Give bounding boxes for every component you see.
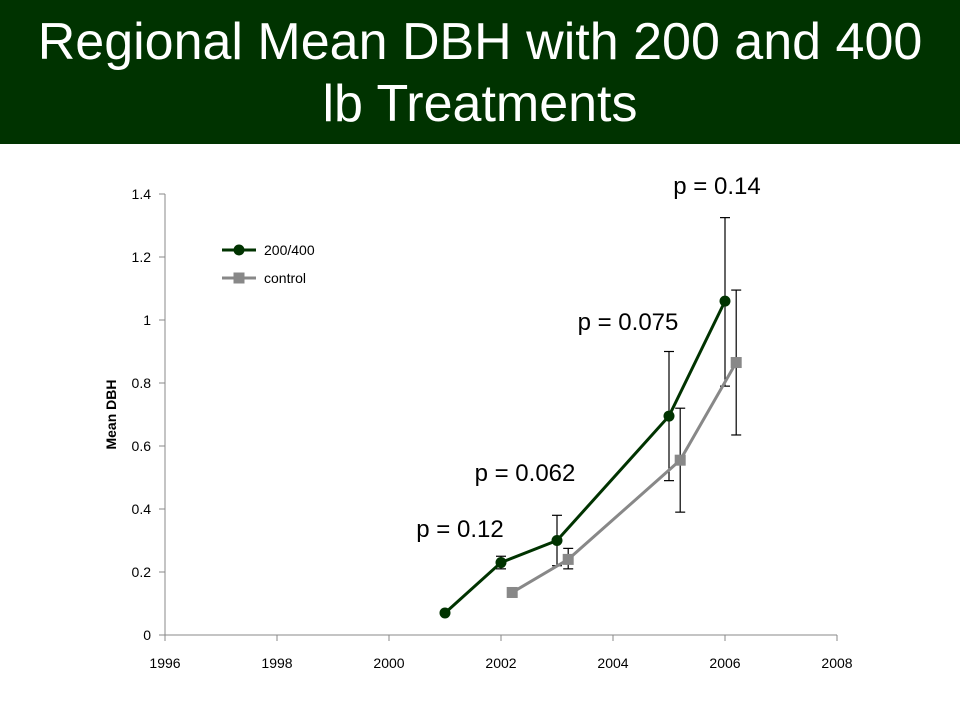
data-point-200-400 xyxy=(551,535,563,546)
x-tick-label: 2002 xyxy=(485,655,516,671)
p-value-annotation: p = 0.062 xyxy=(475,460,576,487)
y-axis-label: Mean DBH xyxy=(103,379,119,449)
chart-annotations: p = 0.12 p = 0.062 p = 0.075 p = 0.14 xyxy=(416,173,760,543)
chart-series xyxy=(439,295,742,619)
data-point-200-400 xyxy=(719,295,731,307)
y-tick-label: 0.4 xyxy=(132,501,152,517)
data-point-control xyxy=(562,553,574,565)
y-tick-label: 0 xyxy=(143,627,151,643)
legend-marker-200-400 xyxy=(233,244,245,256)
data-point-control xyxy=(674,454,686,466)
y-tick-label: 0.6 xyxy=(132,438,152,454)
data-point-control xyxy=(730,357,742,369)
legend-label-control: control xyxy=(264,270,306,286)
x-tick-label: 2004 xyxy=(597,655,628,671)
legend-label-200-400: 200/400 xyxy=(264,242,315,258)
slide-title: Regional Mean DBH with 200 and 400 lb Tr… xyxy=(37,13,923,133)
p-value-annotation: p = 0.075 xyxy=(578,309,679,336)
y-tick-label: 1 xyxy=(143,312,151,328)
x-tick-label: 2006 xyxy=(709,655,740,671)
x-tick-label: 2000 xyxy=(373,655,404,671)
p-value-annotation: p = 0.14 xyxy=(673,173,760,200)
data-point-200-400 xyxy=(495,557,507,569)
x-tick-label: 2008 xyxy=(821,655,852,671)
y-tick-label: 1.2 xyxy=(132,249,152,265)
chart-legend: 200/400 control xyxy=(222,242,315,286)
x-tick-label: 1998 xyxy=(261,655,292,671)
x-tick-label: 1996 xyxy=(149,655,180,671)
p-value-annotation: p = 0.12 xyxy=(416,516,503,543)
y-tick-label: 1.4 xyxy=(132,186,152,202)
legend-marker-control xyxy=(233,272,245,284)
chart-axes: 0 0.2 0.4 0.6 0.8 1 1.2 1.4 1996 1998 2000 2002 2004… xyxy=(103,186,853,671)
series-line-control xyxy=(511,361,738,594)
y-tick-label: 0.8 xyxy=(132,375,152,391)
data-point-200-400 xyxy=(439,607,451,619)
data-point-control xyxy=(506,586,518,598)
data-point-200-400 xyxy=(663,410,675,422)
y-tick-label: 0.2 xyxy=(132,564,152,580)
title-bar: Regional Mean DBH with 200 and 400 lb Tr… xyxy=(0,0,960,144)
